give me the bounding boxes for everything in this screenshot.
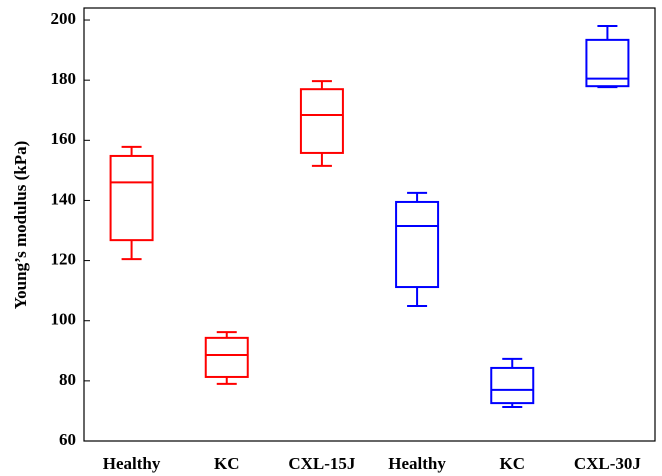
box [395, 200, 440, 289]
x-tick-label: Healthy [388, 454, 446, 473]
y-axis-label: Young’s modulus (kPa) [11, 141, 30, 309]
y-tick-label: 160 [51, 129, 77, 148]
plot-frame [83, 7, 656, 442]
x-tick-label: KC [214, 454, 240, 473]
y-tick-label: 140 [51, 189, 77, 208]
y-tick-label: 180 [51, 69, 77, 88]
box [204, 336, 249, 378]
x-tick-label: KC [500, 454, 526, 473]
box [109, 154, 154, 242]
box [299, 88, 344, 154]
y-tick-label: 80 [59, 370, 76, 389]
x-tick-label: Healthy [103, 454, 161, 473]
x-tick-label: CXL-15J [288, 454, 356, 473]
y-tick-label: 120 [51, 249, 77, 268]
box [490, 366, 535, 405]
y-tick-label: 60 [59, 430, 76, 449]
y-tick-label: 200 [51, 9, 77, 28]
x-tick-label: CXL-30J [574, 454, 642, 473]
y-tick-label: 100 [51, 310, 77, 329]
box [585, 38, 630, 88]
